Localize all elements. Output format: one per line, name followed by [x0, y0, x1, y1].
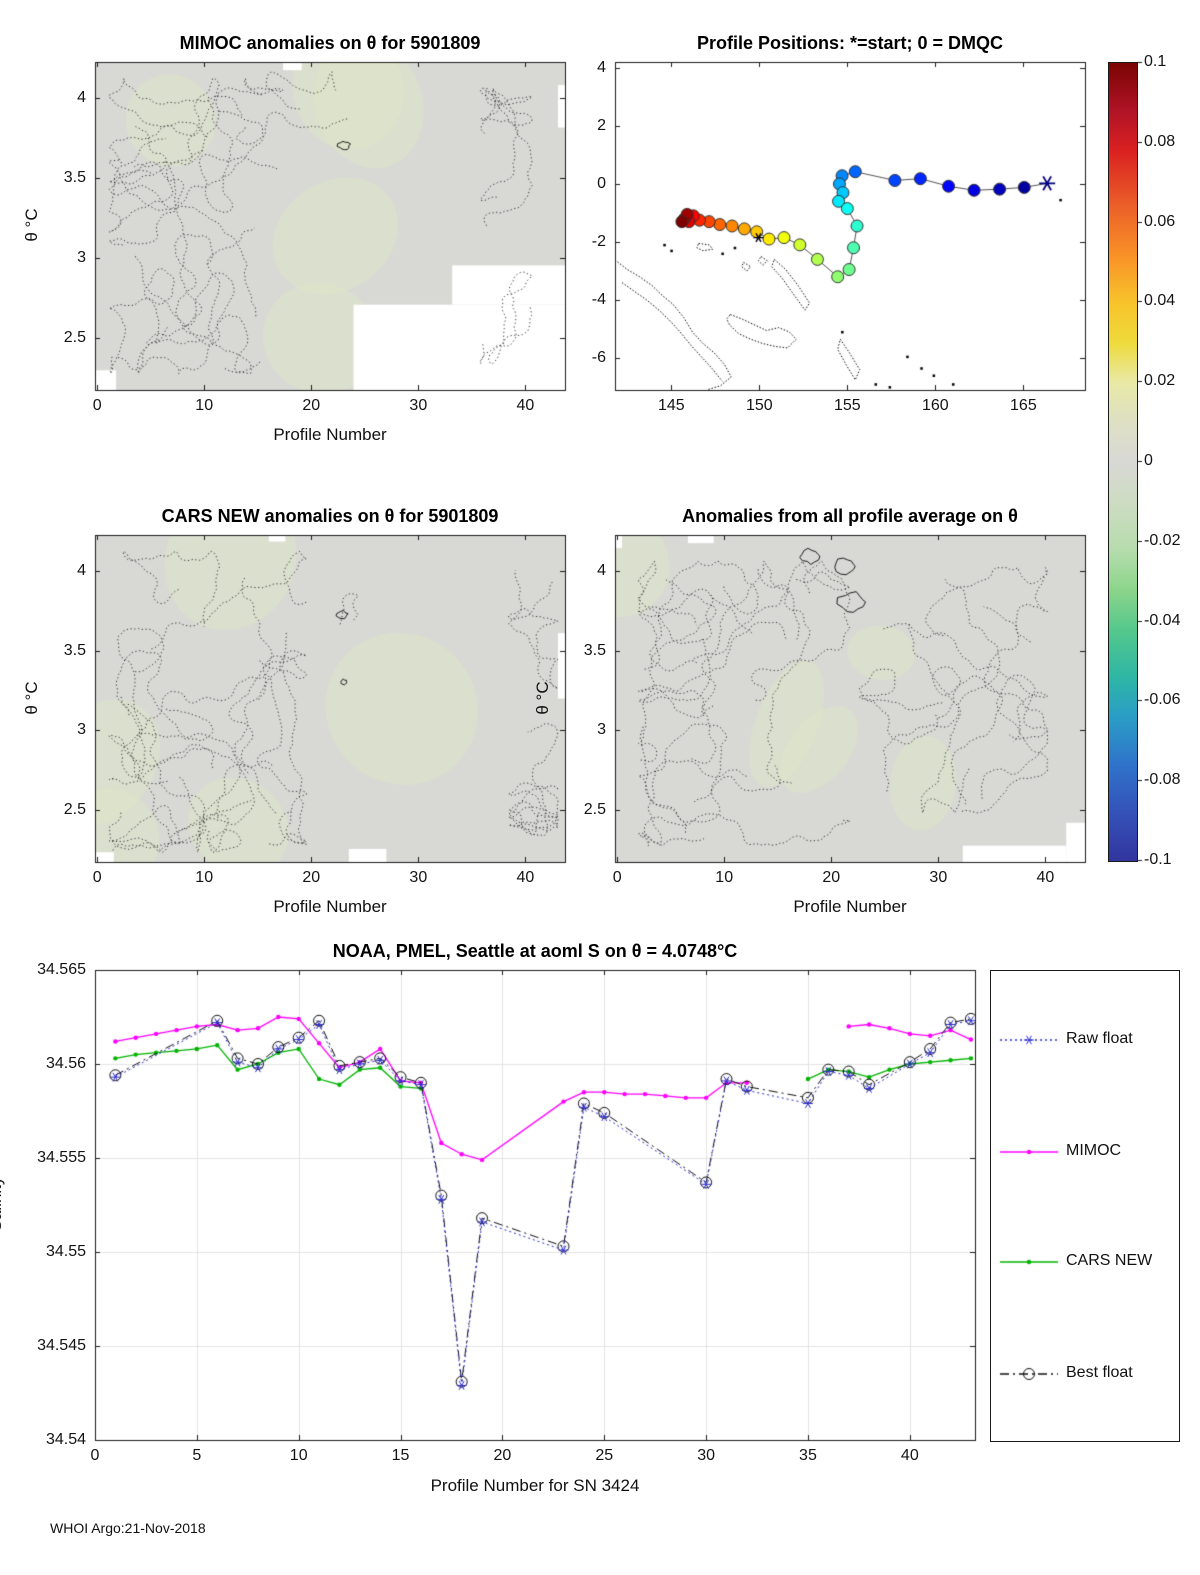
mimoc-xlabel: Profile Number — [273, 425, 387, 444]
panel-positions-title: Profile Positions: *=start; 0 = DMQC — [696, 33, 1004, 53]
colorbar — [1108, 62, 1138, 862]
legend-item-raw-float: Raw float — [1066, 1030, 1133, 1047]
legend-item-best-float: Best float — [1066, 1364, 1133, 1381]
salinity-ylabel: Salinity — [0, 1176, 5, 1232]
allprof-ylabel: θ °C — [533, 681, 552, 715]
panel-allprof-title: Anomalies from all profile average on θ — [682, 506, 1018, 526]
salinity-xlabel: Profile Number for SN 3424 — [430, 1476, 640, 1495]
legend-item-mimoc: MIMOC — [1066, 1142, 1122, 1159]
panel-cars-title: CARS NEW anomalies on θ for 5901809 — [161, 506, 499, 526]
allprof-xlabel: Profile Number — [793, 897, 907, 916]
legend-box — [990, 970, 1180, 1442]
mimoc-ylabel: θ °C — [22, 208, 41, 242]
panel-mimoc-title: MIMOC anomalies on θ for 5901809 — [179, 33, 481, 53]
cars-xlabel: Profile Number — [273, 897, 387, 916]
legend-item-cars-new: CARS NEW — [1066, 1252, 1153, 1269]
figure-footer: WHOI Argo:21-Nov-2018 — [50, 1520, 206, 1536]
panel-salinity-title: NOAA, PMEL, Seattle at aoml S on θ = 4.0… — [332, 941, 738, 961]
cars-ylabel: θ °C — [22, 681, 41, 715]
